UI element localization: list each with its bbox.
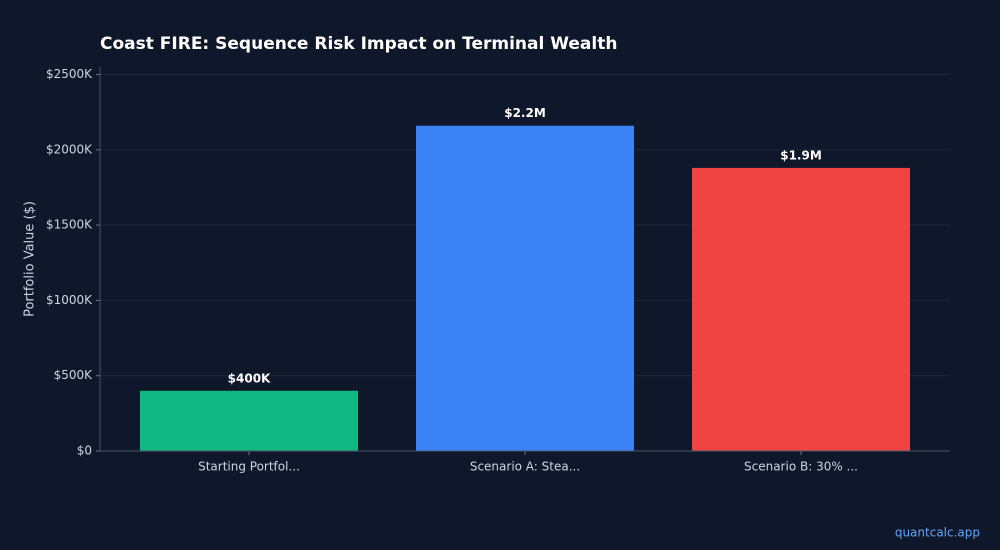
value-label: $400K [228,371,271,385]
bar [140,390,358,451]
y-tick-label: $2500K [46,67,93,81]
y-tick-label: $0 [77,444,92,458]
y-tick-label: $1500K [46,218,93,232]
bar [416,125,634,452]
y-axis-label: Portfolio Value ($) [23,201,38,317]
x-tick-label: Scenario B: 30% ... [744,460,858,474]
watermark: quantcalc.app [895,526,980,540]
y-tick-label: $1000K [46,293,93,307]
value-label: $1.9M [780,148,822,162]
chart-title: Coast FIRE: Sequence Risk Impact on Term… [100,34,617,54]
y-tick-label: $2000K [46,142,93,156]
value-label: $2.2M [504,106,546,120]
y-tick-label: $500K [54,368,94,382]
bar [692,167,910,452]
x-tick-label: Starting Portfol... [198,460,300,474]
x-tick-label: Scenario A: Stea... [470,460,580,474]
